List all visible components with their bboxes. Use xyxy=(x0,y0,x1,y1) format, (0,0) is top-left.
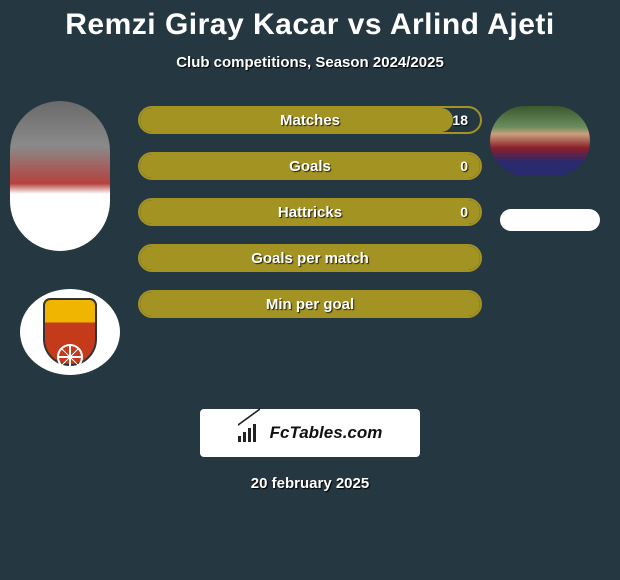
bar-value: 0 xyxy=(460,200,468,224)
club-right-badge xyxy=(500,209,600,231)
player-right-placeholder xyxy=(490,106,590,176)
bar-chart-icon xyxy=(238,424,264,442)
bar-label: Goals xyxy=(140,154,480,178)
player-left-placeholder xyxy=(10,101,110,251)
bar-goals-per-match: Goals per match xyxy=(138,244,482,272)
player-right-photo xyxy=(490,106,590,176)
footer-date: 20 february 2025 xyxy=(0,475,620,492)
bar-label: Min per goal xyxy=(140,292,480,316)
bar-label: Goals per match xyxy=(140,246,480,270)
bar-matches: Matches 18 xyxy=(138,106,482,134)
goztepe-badge-icon xyxy=(43,298,97,366)
bar-value: 18 xyxy=(452,108,468,132)
player-left-photo xyxy=(10,101,110,251)
stats-bars: Matches 18 Goals 0 Hattricks 0 Goals per… xyxy=(138,106,482,336)
comparison-area: Matches 18 Goals 0 Hattricks 0 Goals per… xyxy=(0,101,620,401)
subtitle: Club competitions, Season 2024/2025 xyxy=(0,54,620,71)
club-left-badge xyxy=(20,289,120,375)
brand-text: FcTables.com xyxy=(270,423,383,443)
bar-goals: Goals 0 xyxy=(138,152,482,180)
page-title: Remzi Giray Kacar vs Arlind Ajeti xyxy=(0,0,620,42)
brand-badge: FcTables.com xyxy=(200,409,420,457)
bar-value: 0 xyxy=(460,154,468,178)
bar-hattricks: Hattricks 0 xyxy=(138,198,482,226)
bar-label: Hattricks xyxy=(140,200,480,224)
bar-label: Matches xyxy=(140,108,480,132)
bar-min-per-goal: Min per goal xyxy=(138,290,482,318)
